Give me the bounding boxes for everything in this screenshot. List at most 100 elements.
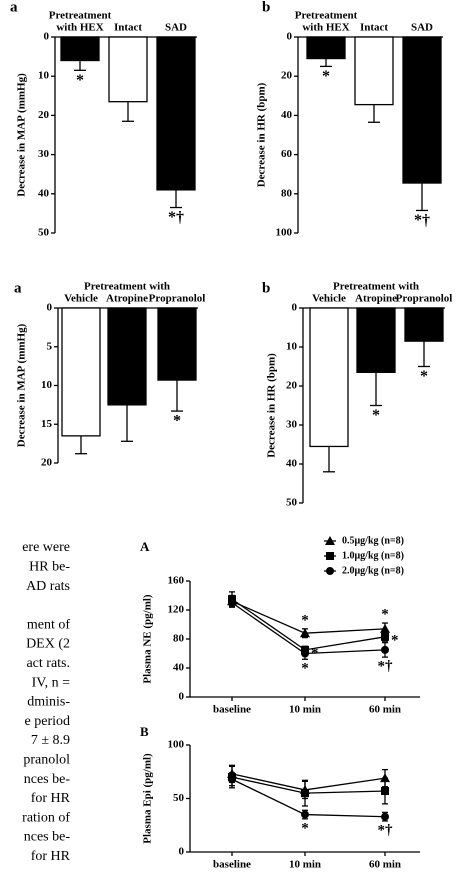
body-text: HR be- <box>29 560 70 575</box>
legend-marker <box>326 552 334 560</box>
x-tick-label: 10 min <box>289 859 321 871</box>
category-label: Intact <box>114 22 142 34</box>
y-axis-label: Decrease in MAP (mmHg) <box>16 323 28 447</box>
category-label: Propranolol <box>396 293 453 305</box>
significance-label: * <box>76 72 84 89</box>
y-tick-label: 40 <box>38 187 50 199</box>
body-text: 7 ± 8.9 <box>31 733 70 748</box>
marker <box>301 649 309 658</box>
marker <box>300 628 310 638</box>
significance-label: *† <box>378 822 394 838</box>
y-tick-label: 40 <box>173 662 185 674</box>
group-label: Pretreatment with <box>84 281 170 293</box>
significance-label: * <box>173 413 181 430</box>
category-label: Vehicle <box>312 293 346 305</box>
body-text: act rats. <box>26 656 70 671</box>
marker <box>301 789 309 798</box>
series-line <box>231 778 386 818</box>
category-label: with HEX <box>302 22 349 34</box>
body-text: nces be- <box>24 830 71 845</box>
panel-label: a <box>14 280 22 296</box>
significance-label: * <box>301 661 309 677</box>
significance-label: * <box>301 820 309 836</box>
y-tick-label: 20 <box>41 457 53 469</box>
significance-label: * <box>322 68 330 85</box>
y-tick-label: 20 <box>38 109 50 121</box>
panel-label: A <box>140 539 150 554</box>
body-text: IV, n = <box>32 675 70 690</box>
category-label: Propranolol <box>149 293 206 305</box>
legend-label: 0.5μg/kg (n=8) <box>342 535 404 546</box>
category-label: Atropine <box>355 293 397 305</box>
panel-label: B <box>140 724 149 739</box>
panel-label: a <box>10 0 18 15</box>
marker <box>380 623 390 633</box>
legend-label: 2.0μg/kg (n=8) <box>342 565 404 576</box>
marker <box>228 775 236 784</box>
y-tick-label: 30 <box>286 419 298 431</box>
category-label: Atropine <box>106 293 148 305</box>
body-text: ment of <box>27 617 70 632</box>
body-text: for HR <box>31 791 71 806</box>
y-axis-label: Plasma Epi (pg/ml) <box>142 753 154 844</box>
significance-label: * <box>372 407 380 424</box>
significance-label: * <box>391 632 399 648</box>
marker <box>228 598 236 607</box>
marker <box>301 810 309 819</box>
category-label: SAD <box>411 22 433 34</box>
bar <box>402 36 442 184</box>
x-tick-label: baseline <box>213 704 251 716</box>
significance-label: * <box>420 368 428 385</box>
panel-label: b <box>262 0 270 15</box>
bar <box>108 36 148 103</box>
body-text: pranolol <box>23 753 70 768</box>
y-tick-label: 50 <box>286 497 298 509</box>
y-tick-label: 40 <box>286 458 298 470</box>
significance-label: *† <box>414 212 430 229</box>
y-tick-label: 50 <box>173 792 185 804</box>
y-tick-label: 20 <box>286 380 298 392</box>
y-tick-label: 80 <box>173 633 185 645</box>
marker <box>381 787 389 796</box>
legend-marker <box>325 536 335 545</box>
bar <box>354 36 394 106</box>
group-label: Pretreatment with <box>333 281 419 293</box>
category-label: with HEX <box>56 22 103 34</box>
y-tick-label: 40 <box>281 109 293 121</box>
y-tick-label: 5 <box>47 340 53 352</box>
body-text: for HR <box>31 849 71 864</box>
y-tick-label: 100 <box>168 739 185 751</box>
y-tick-label: 0 <box>179 846 185 858</box>
body-text: nces be- <box>24 772 71 787</box>
category-label: SAD <box>165 22 187 34</box>
y-tick-label: 10 <box>41 379 53 391</box>
x-tick-label: 60 min <box>369 859 401 871</box>
significance-label: * <box>301 612 309 628</box>
y-tick-label: 60 <box>281 148 293 160</box>
y-tick-label: 10 <box>38 70 50 82</box>
body-text: DEX (2 <box>26 637 70 652</box>
y-tick-label: 30 <box>38 148 50 160</box>
significance-label: * <box>381 606 389 622</box>
y-tick-label: 50 <box>38 227 50 239</box>
body-text: ere were <box>22 540 70 555</box>
category-label: Intact <box>360 22 388 34</box>
legend-marker <box>326 567 334 575</box>
y-tick-label: 160 <box>168 575 185 587</box>
y-axis-label: Decrease in HR (bpm) <box>256 82 268 187</box>
y-tick-label: 0 <box>292 302 298 314</box>
x-tick-label: 10 min <box>289 704 321 716</box>
y-tick-label: 15 <box>41 418 53 430</box>
marker <box>381 812 389 821</box>
bar <box>60 36 100 62</box>
bar <box>61 307 101 437</box>
group-label: Pretreatment <box>295 10 358 22</box>
bar <box>107 307 147 406</box>
bar <box>306 36 346 60</box>
bar <box>309 307 349 448</box>
y-tick-label: 20 <box>281 70 293 82</box>
y-axis-label: Plasma NE (pg/ml) <box>142 594 154 684</box>
y-tick-label: 0 <box>44 31 50 43</box>
legend-label: 1.0μg/kg (n=8) <box>342 550 404 561</box>
